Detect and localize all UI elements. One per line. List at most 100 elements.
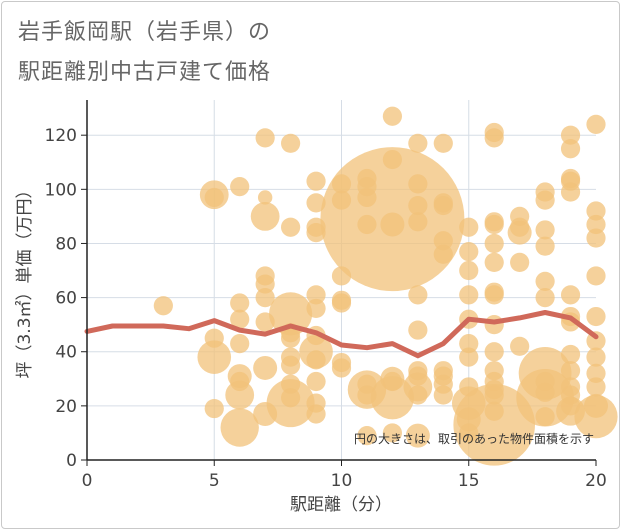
bubble bbox=[484, 252, 504, 273]
bubble bbox=[586, 306, 606, 327]
bubble bbox=[408, 212, 428, 232]
bubble bbox=[484, 342, 504, 362]
bubble bbox=[269, 292, 313, 336]
x-tick-label: 0 bbox=[82, 471, 93, 491]
chart-title-line1: 岩手飯岡駅（岩手県）の bbox=[18, 20, 272, 45]
bubble bbox=[586, 214, 606, 235]
bubble bbox=[281, 355, 301, 375]
bubble bbox=[230, 177, 250, 197]
x-axis-label: 駅距離（分） bbox=[290, 495, 392, 515]
bubble bbox=[306, 298, 326, 319]
y-axis-label: 坪（3.3㎡）単価（万円） bbox=[15, 181, 35, 378]
bubble bbox=[306, 350, 326, 370]
bubble bbox=[459, 285, 479, 305]
bubble bbox=[230, 309, 250, 329]
bubble bbox=[197, 340, 232, 374]
bubble bbox=[408, 320, 428, 340]
bubble bbox=[357, 426, 377, 446]
bubble bbox=[281, 217, 301, 237]
bubble bbox=[560, 125, 581, 145]
bubble bbox=[560, 182, 581, 202]
bubble bbox=[535, 271, 555, 291]
bubble bbox=[484, 128, 504, 148]
bubble bbox=[586, 266, 606, 286]
bubble bbox=[586, 377, 606, 397]
bubble bbox=[507, 220, 532, 245]
y-tick-label: 40 bbox=[55, 343, 77, 363]
bubble bbox=[535, 407, 555, 427]
bubble bbox=[306, 223, 326, 243]
bubble bbox=[408, 174, 428, 194]
y-tick-label: 20 bbox=[55, 397, 77, 417]
bubble bbox=[220, 408, 259, 447]
bubble bbox=[382, 423, 402, 443]
bubble bbox=[535, 236, 555, 256]
bubble bbox=[574, 395, 618, 439]
average-line-path bbox=[84, 310, 599, 359]
bubble bbox=[230, 293, 250, 313]
bubble bbox=[433, 133, 453, 153]
bubble bbox=[510, 252, 530, 273]
y-tick-label: 80 bbox=[55, 234, 77, 254]
bubble bbox=[586, 228, 606, 248]
y-tick-label: 60 bbox=[55, 289, 77, 309]
x-tick-label: 5 bbox=[209, 471, 220, 491]
bubble bbox=[257, 190, 273, 205]
bubble bbox=[459, 347, 479, 367]
x-tick-label: 20 bbox=[585, 471, 607, 491]
bubble bbox=[204, 187, 224, 208]
bubble bbox=[586, 114, 606, 134]
bubble bbox=[560, 285, 581, 305]
bubble bbox=[586, 201, 606, 221]
bubble bbox=[433, 231, 453, 251]
bubble bbox=[281, 133, 301, 153]
bubble bbox=[255, 274, 275, 294]
bubble bbox=[535, 190, 555, 210]
bubble bbox=[230, 334, 250, 354]
bubble bbox=[484, 233, 504, 254]
bubble bbox=[225, 380, 255, 410]
bubble bbox=[408, 195, 428, 216]
bubble bbox=[560, 139, 581, 159]
bubble bbox=[433, 195, 453, 216]
bubble bbox=[266, 379, 315, 428]
bubble bbox=[408, 385, 428, 405]
bubble bbox=[535, 220, 555, 240]
bubble bbox=[484, 315, 504, 335]
bubble bbox=[586, 347, 606, 367]
bubble bbox=[370, 376, 414, 420]
bubble bbox=[433, 385, 453, 405]
bubble bbox=[255, 287, 275, 308]
bubble bbox=[459, 217, 479, 237]
chart-title-line2: 駅距離別中古戸建て価格 bbox=[18, 60, 272, 85]
bubble bbox=[560, 361, 581, 381]
bubble bbox=[586, 363, 606, 383]
bubble bbox=[560, 344, 581, 365]
bubble bbox=[331, 293, 352, 313]
size-note: 円の大きさは、取引のあった物件面積を示す bbox=[354, 431, 594, 446]
bubble bbox=[459, 260, 479, 281]
bubbles bbox=[153, 106, 618, 466]
bubble bbox=[459, 334, 479, 354]
bubble bbox=[535, 287, 555, 308]
bubble bbox=[153, 296, 173, 316]
bubble bbox=[382, 106, 402, 126]
bubble bbox=[281, 328, 301, 348]
x-tick-label: 15 bbox=[458, 471, 480, 491]
bubble bbox=[306, 404, 326, 424]
axes: 0 20 40 60 80 100 120 0 5 10 15 20 bbox=[45, 100, 607, 491]
bubble bbox=[380, 212, 405, 237]
x-tick-label: 10 bbox=[331, 471, 353, 491]
bubble bbox=[306, 193, 326, 213]
bubble bbox=[204, 398, 224, 419]
bubble bbox=[459, 241, 479, 262]
bubble bbox=[253, 355, 278, 380]
bubble bbox=[306, 285, 326, 305]
bubble bbox=[453, 384, 535, 466]
bubble bbox=[306, 371, 326, 392]
average-line bbox=[84, 310, 599, 359]
bubble bbox=[510, 336, 530, 356]
bubble bbox=[408, 133, 428, 153]
y-tick-label: 120 bbox=[45, 126, 77, 146]
y-tick-label: 0 bbox=[66, 451, 77, 471]
